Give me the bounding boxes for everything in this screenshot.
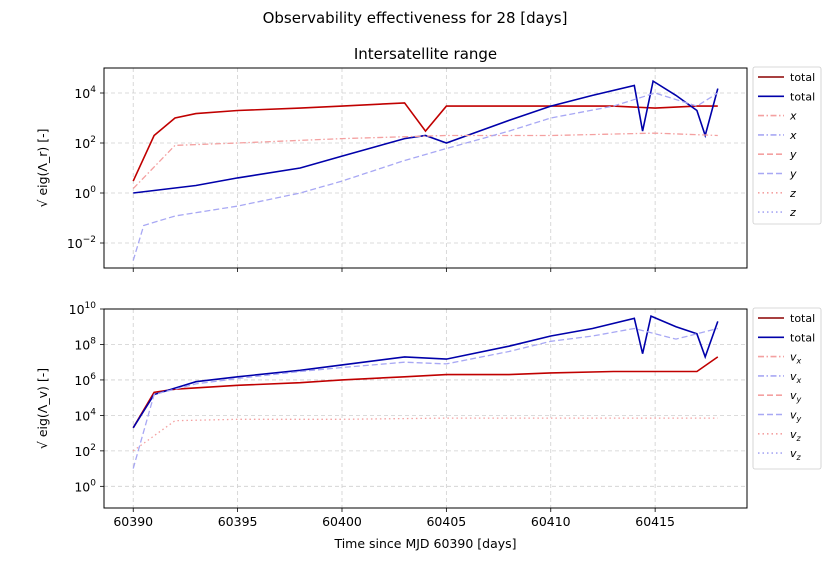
legend-label-0-7: z (789, 206, 796, 219)
legend-label-1-1: total (790, 331, 815, 344)
series-line-1-1 (132, 314, 719, 429)
y-tick-label-0-0: 10−2 (67, 235, 96, 251)
legend-label-1-6: vz (790, 428, 802, 443)
series-line-0-1 (133, 79, 719, 194)
legend-label-0-2: x (789, 110, 797, 123)
axes-frame-1 (103, 308, 748, 509)
legend-label-0-0: total (790, 71, 815, 84)
series-line-0-0 (132, 102, 718, 182)
x-tick-label-1-4: 60410 (531, 514, 571, 529)
x-axis-label-1: Time since MJD 60390 [days] (333, 536, 516, 551)
y-tick-label-0-1: 100 (74, 185, 96, 201)
legend-label-1-3: vx (790, 370, 802, 385)
series-group-0 (132, 79, 719, 261)
x-tick-label-1-5: 60415 (635, 514, 675, 529)
x-tick-label-1-2: 60400 (322, 514, 362, 529)
legend-box-0 (752, 66, 822, 225)
y-tick-label-1-0: 100 (74, 478, 96, 494)
y-axis-label-0: √ eig(Λ_r) [-] (35, 129, 50, 208)
legend-label-1-7: vz (790, 447, 802, 462)
x-tick-label-1-1: 60395 (218, 514, 258, 529)
x-tick-label-1-3: 60405 (426, 514, 466, 529)
legend-label-1-5: vy (790, 409, 802, 424)
y-tick-label-0-2: 102 (74, 135, 96, 151)
bottom-chart-panel: 60390 60395 60400 60405 60410 60415 100 102 104 1… (35, 301, 822, 551)
legend-label-0-4: y (789, 148, 797, 161)
legend-label-0-5: y (789, 168, 797, 181)
y-axis-label-1: √ eig(Λ_v) [-] (35, 368, 50, 449)
series-line-1-2 (132, 417, 718, 452)
figure-title: Observability effectiveness for 28 [days… (263, 9, 568, 27)
y-tick-label-1-2: 104 (74, 407, 96, 423)
series-line-1-3 (132, 327, 718, 469)
x-tick-label-1-0: 60390 (113, 514, 153, 529)
legend-label-1-0: total (790, 312, 815, 325)
legend-label-1-2: vx (790, 351, 802, 366)
axes-frame-0 (103, 67, 748, 269)
series-line-0-3 (132, 92, 719, 261)
y-tick-label-0-3: 104 (74, 85, 96, 101)
y-tick-label-1-1: 102 (74, 443, 96, 459)
series-line-0-2 (132, 132, 718, 190)
legend-label-0-6: z (789, 187, 796, 200)
series-line-1-0 (132, 356, 719, 429)
y-tick-label-1-3: 106 (74, 372, 96, 388)
legend-box-1 (752, 307, 822, 470)
series-group-1 (132, 314, 719, 469)
y-tick-label-1-5: 1010 (69, 301, 97, 317)
legend-label-1-4: vy (790, 389, 802, 404)
chart-title-0: Intersatellite range (354, 45, 497, 63)
legend-label-0-1: total (790, 90, 815, 103)
top-chart-panel: Intersatellite range 10−2 100 102 104 √ eig(Λ… (35, 45, 822, 272)
y-tick-label-1-4: 108 (74, 336, 96, 352)
legend-label-0-3: x (789, 129, 797, 142)
